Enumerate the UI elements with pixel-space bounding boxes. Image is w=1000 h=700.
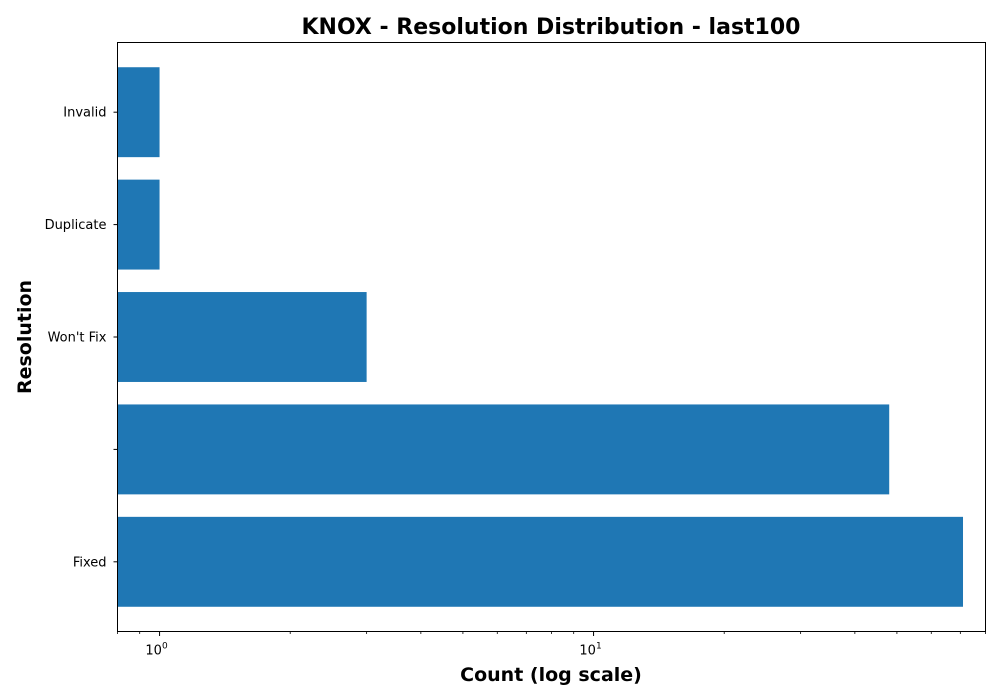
bar-fixed <box>117 516 964 607</box>
bars-group <box>117 67 964 607</box>
y-axis-ticks: Fixed Won't Fix Duplicate Invalid <box>45 106 118 570</box>
x-axis-ticks: 100 101 <box>117 631 986 659</box>
y-tick-label: Invalid <box>63 106 106 121</box>
y-tick-label: Duplicate <box>45 218 107 233</box>
bar-blank <box>117 404 890 495</box>
y-tick-label: Fixed <box>73 555 107 570</box>
x-tick-label: 100 <box>145 642 168 659</box>
y-axis-label: Resolution <box>14 280 36 394</box>
bar-won-t-fix <box>117 292 367 382</box>
y-tick-label: Won't Fix <box>48 331 107 346</box>
x-tick-label: 101 <box>579 642 601 659</box>
bar-duplicate <box>117 179 160 270</box>
chart-title: KNOX - Resolution Distribution - last100 <box>302 15 801 40</box>
x-axis-label: Count (log scale) <box>460 664 642 686</box>
bar-invalid <box>117 67 160 158</box>
